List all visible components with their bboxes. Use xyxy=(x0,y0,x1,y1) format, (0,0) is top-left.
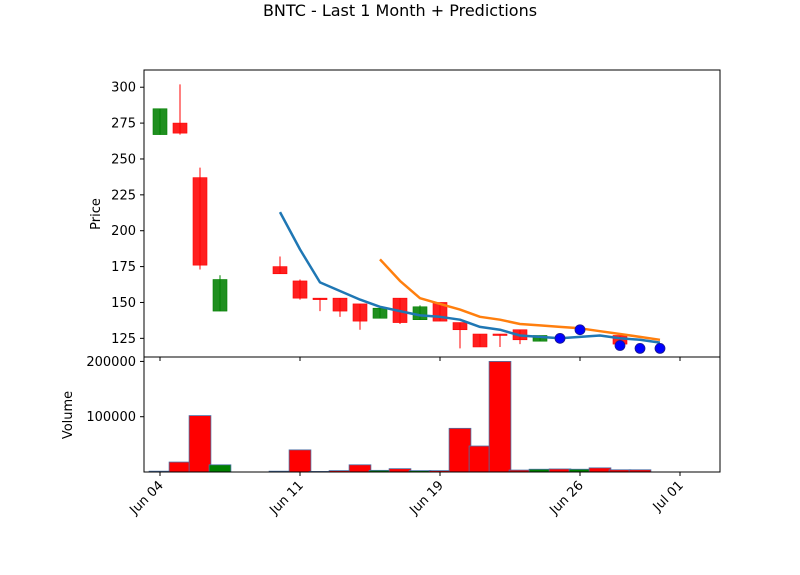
price-tick-label-1: 150 xyxy=(111,296,136,311)
candle-body-3 xyxy=(212,279,228,312)
x-tick-label-0: Jun 04 xyxy=(127,478,167,518)
candle-body-7 xyxy=(332,297,348,312)
volume-bar-1 xyxy=(168,461,192,473)
volume-bar-14 xyxy=(468,445,492,473)
price-axes-frame xyxy=(143,69,721,358)
volume-bar-2 xyxy=(188,415,212,473)
volume-bar-5 xyxy=(288,449,312,473)
prediction-line-0 xyxy=(278,211,661,344)
candle-body-2 xyxy=(192,177,208,266)
candle-body-8 xyxy=(352,303,368,322)
prediction-marker-4 xyxy=(654,342,666,354)
prediction-marker-3 xyxy=(634,342,646,354)
x-tick-label-2: Jun 19 xyxy=(407,478,447,518)
price-y-label: Price xyxy=(89,198,104,230)
x-tick-label-1: Jun 11 xyxy=(267,478,307,518)
volume-axes-frame xyxy=(143,356,721,473)
candle-body-9 xyxy=(372,307,388,319)
prediction-marker-1 xyxy=(574,324,586,336)
volume-tick-label-0: 100000 xyxy=(86,410,136,425)
price-tick-label-4: 225 xyxy=(111,188,136,203)
price-tick-label-0: 125 xyxy=(111,332,136,347)
prediction-marker-2 xyxy=(614,340,626,351)
candle-body-6 xyxy=(312,297,328,300)
candle-body-13 xyxy=(452,322,468,331)
volume-bar-13 xyxy=(448,427,472,473)
volume-bar-3 xyxy=(208,464,232,473)
volume-bar-8 xyxy=(348,464,372,473)
volume-bar-15 xyxy=(488,361,512,473)
x-tick-label-4: Jul 01 xyxy=(650,478,687,515)
candle-body-1 xyxy=(172,122,188,134)
volume-y-ticks: 100000 200000 xyxy=(86,355,144,425)
volume-bar-20 xyxy=(588,467,612,473)
candle-body-4 xyxy=(272,266,288,275)
candle-body-15 xyxy=(492,333,508,336)
volume-y-label: Volume xyxy=(61,391,76,439)
price-tick-label-2: 175 xyxy=(111,260,136,275)
x-tick-label-3: Jun 26 xyxy=(547,478,587,518)
candle-body-0 xyxy=(152,108,168,135)
price-panel: 125 150 175 200 225 250 275 300 Price xyxy=(89,69,721,358)
chart-title: BNTC - Last 1 Month + Predictions xyxy=(263,1,537,20)
price-tick-label-3: 200 xyxy=(111,224,136,239)
volume-marks xyxy=(148,361,652,473)
prediction-line-1 xyxy=(379,258,661,342)
candle-body-14 xyxy=(472,333,488,348)
price-tick-label-5: 250 xyxy=(111,152,136,167)
volume-panel: 100000 200000 Volume xyxy=(61,355,721,473)
candle-body-5 xyxy=(292,280,308,299)
price-tick-label-7: 300 xyxy=(111,81,136,96)
price-marks xyxy=(152,84,666,354)
prediction-marker-0 xyxy=(554,332,566,344)
price-y-ticks: 125 150 175 200 225 250 275 300 xyxy=(111,81,144,347)
volume-tick-label-1: 200000 xyxy=(86,355,136,370)
price-tick-label-6: 275 xyxy=(111,117,136,132)
